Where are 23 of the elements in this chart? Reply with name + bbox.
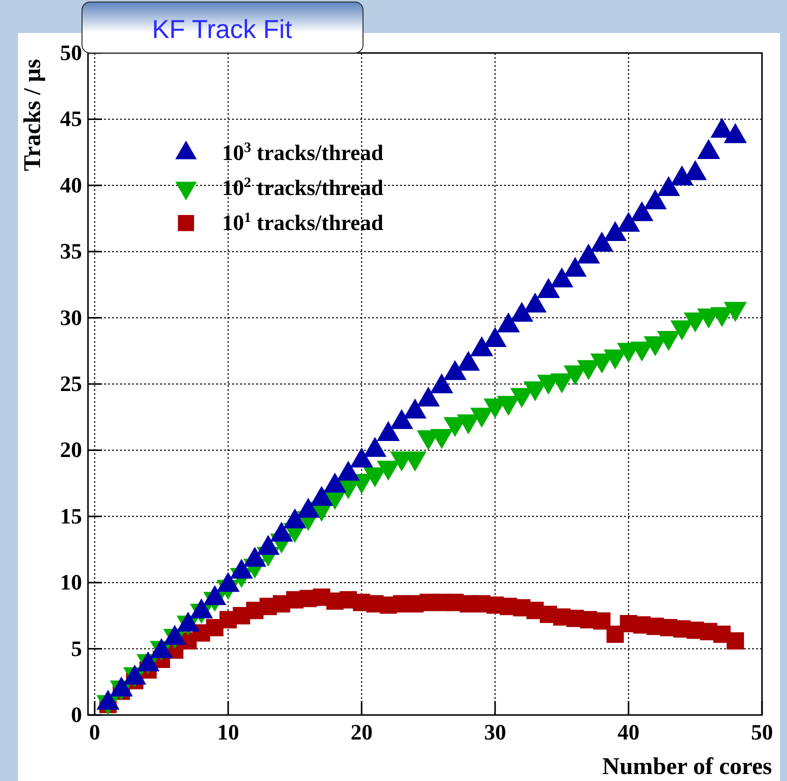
y-tick-label: 15 xyxy=(60,503,82,528)
x-tick-label: 30 xyxy=(484,719,506,744)
y-tick-label: 25 xyxy=(60,371,82,396)
y-tick-label: 30 xyxy=(60,304,82,330)
x-tick-label: 0 xyxy=(89,719,100,744)
x-tick-label: 50 xyxy=(751,719,773,744)
y-tick-label: 40 xyxy=(60,172,82,198)
x-axis-title: Number of cores xyxy=(602,754,772,780)
y-tick-label: 0 xyxy=(71,702,82,728)
legend-label: 10$^{2}$ tracks/thread xyxy=(222,175,384,200)
y-tick-label: 20 xyxy=(60,437,82,462)
x-tick-label: 40 xyxy=(618,719,640,744)
x-tick-label: 10 xyxy=(217,719,240,744)
legend-label: 10$^{1}$ tracks/thread xyxy=(222,210,384,235)
y-tick-label: 50 xyxy=(60,40,82,66)
x-tick-label: 20 xyxy=(350,719,373,744)
y-tick-label: 10 xyxy=(60,570,82,595)
y-tick-label: 35 xyxy=(60,238,82,264)
y-tick-label: 45 xyxy=(60,106,82,132)
y-axis-title: Tracks / µs xyxy=(20,59,46,172)
legend-label: 10$^{3}$ tracks/thread xyxy=(222,140,384,165)
chart-title: KF Track Fit xyxy=(152,14,293,44)
y-tick-label: 5 xyxy=(71,636,82,661)
